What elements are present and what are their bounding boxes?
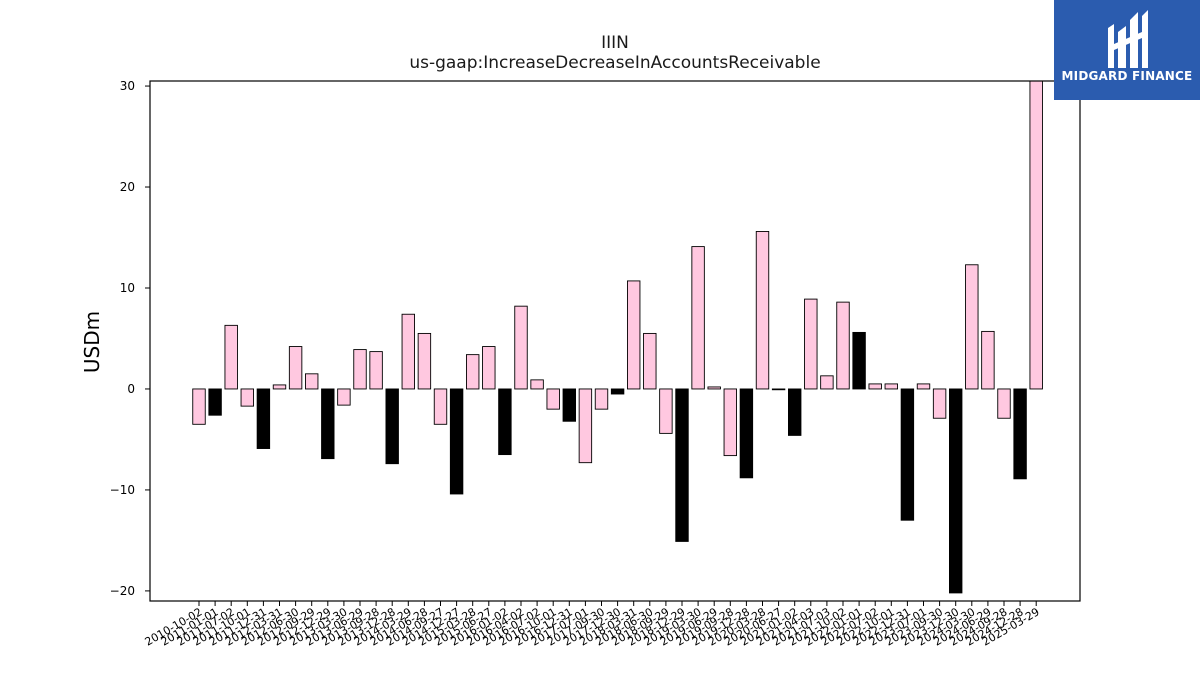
bar-2018-12-29 <box>675 388 689 542</box>
chart-subtitle: us-gaap:IncreaseDecreaseInAccountsReceiv… <box>409 53 820 73</box>
bar-2011-01-01 <box>208 388 222 416</box>
x-axis-ticks: 2010-10-022011-01-012011-07-022011-10-01… <box>143 601 1042 649</box>
bar-2016-01-02 <box>498 388 512 456</box>
bar-2014-09-27 <box>433 388 448 425</box>
bar-2022-12-31 <box>900 388 915 521</box>
bar-2025-03-29 <box>1029 80 1043 390</box>
bar-2019-06-29 <box>707 386 721 390</box>
y-tick-label: 0 <box>127 382 135 396</box>
y-tick-label: 30 <box>120 79 135 93</box>
plot-frame <box>149 80 1081 602</box>
bar-2012-06-30 <box>288 346 303 390</box>
bar-2016-07-02 <box>530 379 544 390</box>
bar-2018-06-30 <box>643 332 657 390</box>
chart-title: IIIN <box>601 33 629 53</box>
bar-2022-07-02 <box>868 383 882 390</box>
bar-2018-03-31 <box>627 280 641 390</box>
bar-2011-07-02 <box>224 324 238 390</box>
bar-2017-09-30 <box>594 388 609 410</box>
bar-2012-03-31 <box>272 384 287 390</box>
y-tick-label: −10 <box>110 483 135 497</box>
bar-2024-03-30 <box>965 264 979 390</box>
bar-2019-09-28 <box>723 388 737 457</box>
bar-2014-12-27 <box>449 388 464 495</box>
bar-2023-12-30 <box>949 388 963 594</box>
bar-2017-12-30 <box>610 388 625 395</box>
bar-2021-10-02 <box>836 301 850 390</box>
bar-2016-12-31 <box>562 388 576 422</box>
bar-2013-06-29 <box>353 349 367 390</box>
bar-2011-10-01 <box>240 388 255 407</box>
bar-2021-01-02 <box>788 388 802 436</box>
bar-2016-10-01 <box>546 388 560 410</box>
brand-name: MIDGARD FINANCE <box>1061 69 1193 83</box>
bar-2024-09-28 <box>997 388 1011 419</box>
bar-2024-12-28 <box>1013 388 1027 480</box>
bar-2016-04-02 <box>514 305 528 390</box>
bar-2022-10-01 <box>884 383 898 390</box>
bar-2020-03-28 <box>755 230 770 390</box>
bar-2024-06-29 <box>981 330 995 390</box>
y-axis-label: USDm <box>80 311 104 373</box>
bar-2020-06-27 <box>771 388 786 391</box>
bars-group <box>192 80 1043 594</box>
bar-2023-07-01 <box>916 383 931 390</box>
bar-2015-06-27 <box>482 346 496 390</box>
bar-2023-09-30 <box>932 388 947 419</box>
y-axis-ticks: −20 −10 0 10 20 30 <box>110 79 150 598</box>
bar-2014-03-29 <box>401 313 415 390</box>
bar-2018-09-29 <box>659 388 673 434</box>
bar-2013-09-28 <box>369 351 383 390</box>
bar-2011-12-31 <box>256 388 271 449</box>
bar-2010-10-02 <box>192 388 206 425</box>
bar-2015-03-28 <box>466 354 480 390</box>
brand-logo: MIDGARD FINANCE <box>1054 0 1200 100</box>
bar-2019-12-28 <box>739 388 754 479</box>
bar-2019-03-30 <box>691 246 705 390</box>
bar-2012-09-29 <box>305 373 319 390</box>
bar-2014-06-28 <box>417 332 432 390</box>
bar-2017-07-01 <box>578 388 593 464</box>
bar-2013-12-28 <box>385 388 399 465</box>
bar-2012-12-29 <box>321 388 335 460</box>
y-tick-label: 10 <box>120 281 135 295</box>
bar-2022-01-01 <box>852 331 866 390</box>
y-tick-label: −20 <box>110 584 135 598</box>
bar-2021-04-03 <box>804 298 818 390</box>
bar-2013-03-30 <box>337 388 351 406</box>
bar-2021-07-03 <box>820 375 834 390</box>
y-tick-label: 20 <box>120 180 135 194</box>
midgard-logo-icon <box>1108 10 1148 68</box>
